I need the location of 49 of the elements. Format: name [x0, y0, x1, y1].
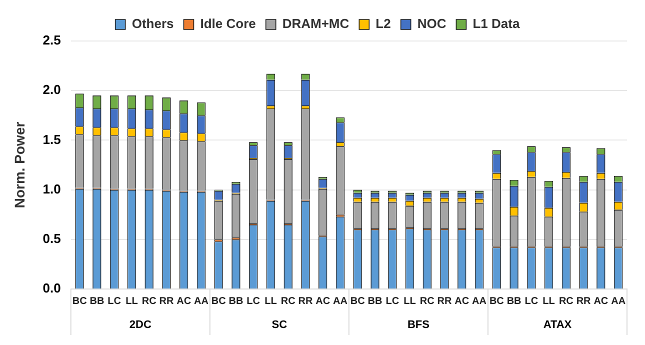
x-tick-label: RR	[159, 296, 174, 307]
x-tick-label: AC	[594, 296, 608, 307]
x-tick-label: RR	[437, 296, 453, 307]
x-tick-label: LL	[126, 296, 138, 307]
x-tick-label: LC	[108, 296, 121, 307]
text: BFS	[407, 319, 430, 332]
x-tick-label: RC	[420, 296, 434, 307]
x-tick-label: BC	[211, 296, 226, 307]
x-tick-label: LL	[264, 296, 277, 307]
x-tick-label: BC	[350, 296, 365, 307]
x-tick-label: RC	[142, 296, 156, 307]
x-tick-label: AA	[472, 296, 487, 307]
x-tick-label: LC	[524, 296, 538, 307]
x-tick-label: BC	[72, 296, 87, 307]
y-tick-label: 2.5	[42, 32, 61, 48]
x-tick-label: BB	[228, 296, 244, 307]
x-tick-label: AA	[333, 296, 348, 307]
legend-label: Others	[132, 16, 174, 32]
y-tick-label: 0.0	[42, 280, 61, 296]
y-tick-label: 1.0	[42, 181, 61, 196]
x-tick-label: LC	[246, 296, 260, 307]
x-tick-label: RR	[298, 296, 314, 307]
y-tick-label: 0.5	[42, 230, 61, 246]
legend-label: L1 Data	[472, 16, 520, 32]
text: SC	[272, 319, 288, 332]
x-tick-label: AC	[316, 296, 330, 307]
y-tick-label: 2.0	[42, 82, 61, 98]
y-tick-label: 1.5	[42, 132, 61, 147]
legend-label: DRAM+MC	[282, 16, 350, 32]
x-tick-label: AC	[454, 296, 470, 307]
legend-label: NOC	[417, 16, 447, 32]
x-tick-label: RR	[576, 296, 592, 307]
text: 2DC	[129, 319, 152, 332]
x-tick-label: AC	[176, 296, 192, 307]
text: ATAX	[543, 319, 572, 332]
x-tick-label: LC	[386, 296, 400, 307]
legend-label: L2	[376, 16, 391, 32]
x-tick-label: LL	[404, 296, 416, 307]
x-tick-label: BB	[368, 296, 382, 307]
x-tick-label: AA	[611, 296, 626, 307]
x-tick-label: BB	[90, 296, 104, 307]
x-tick-label: RC	[558, 296, 574, 307]
y-axis-title: Norm. Power	[11, 121, 28, 208]
x-tick-label: BB	[506, 296, 522, 307]
legend-label: Idle Core	[200, 16, 256, 32]
x-tick-label: AA	[194, 296, 208, 307]
x-tick-label: RC	[280, 296, 296, 307]
x-tick-label: BC	[489, 296, 504, 307]
x-tick-label: LL	[542, 296, 555, 307]
